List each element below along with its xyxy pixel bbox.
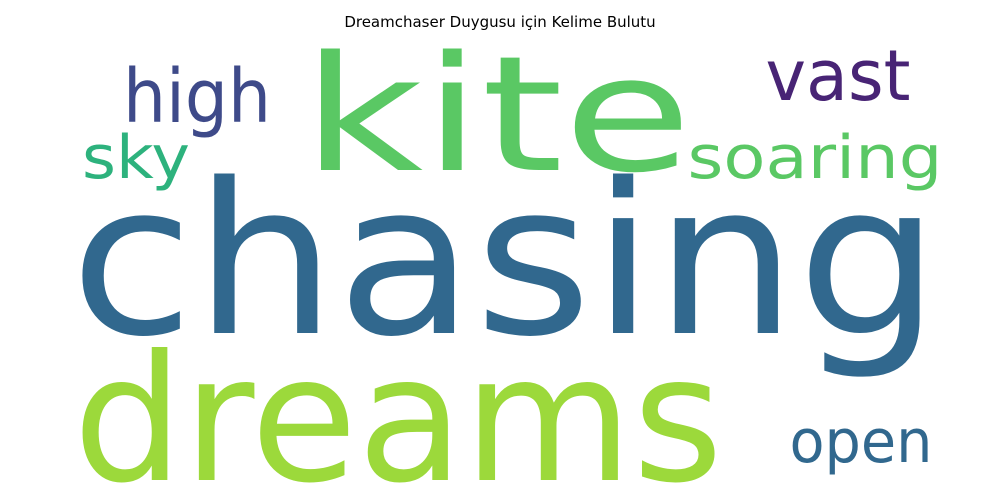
word-kite: kite — [302, 21, 692, 208]
word-chasing: chasing — [70, 138, 940, 383]
chart-title: Dreamchaser Duygusu için Kelime Bulutu — [344, 13, 656, 31]
word-vast: vast — [766, 35, 911, 117]
word-high: high — [123, 54, 271, 140]
word-sky: sky — [82, 123, 190, 193]
word-open: open — [790, 407, 933, 477]
word-soaring: soaring — [688, 123, 943, 193]
word-dreams: dreams — [73, 319, 723, 500]
